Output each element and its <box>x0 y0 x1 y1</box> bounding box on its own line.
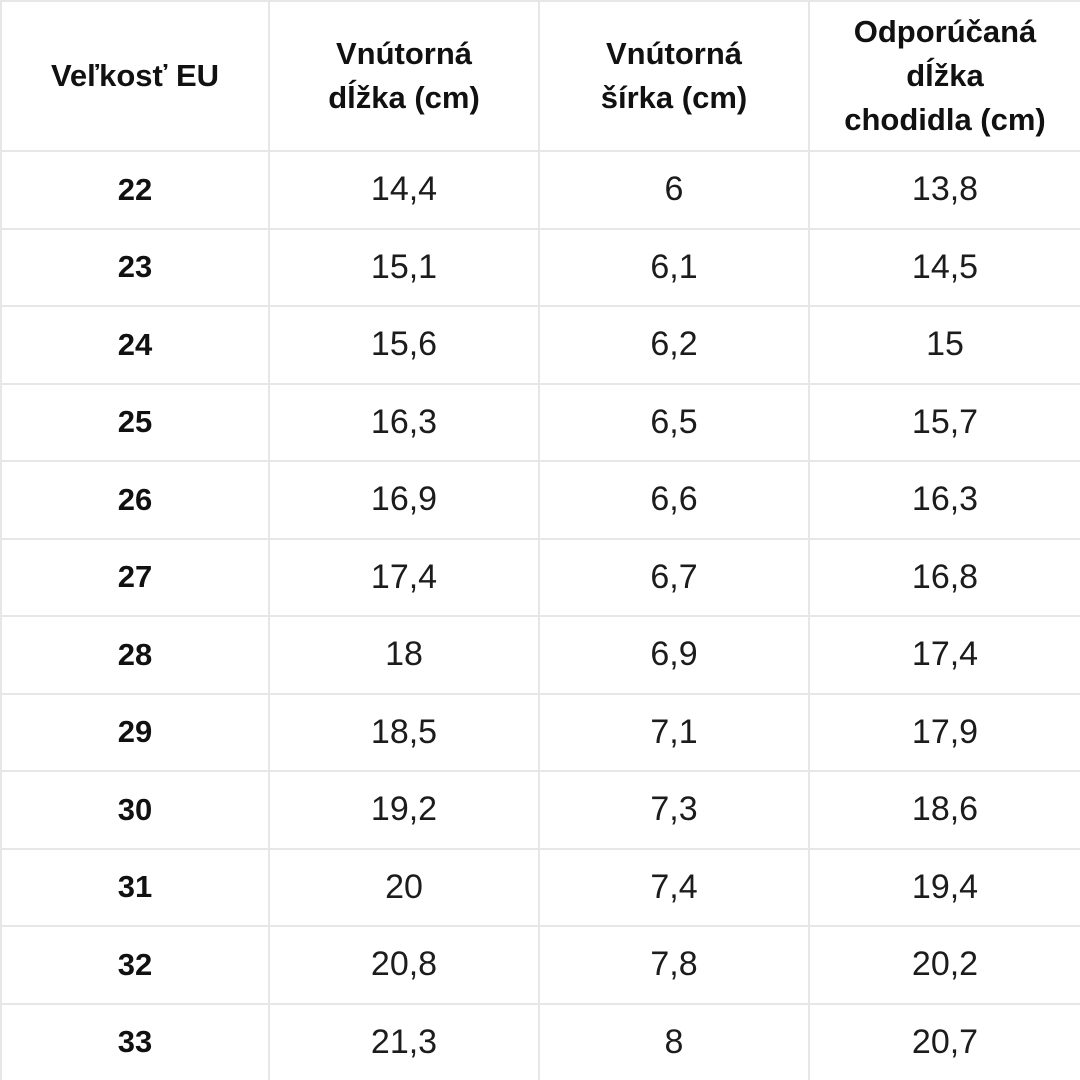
cell-size: 27 <box>0 537 270 617</box>
table-row-size-30: 30 19,2 7,3 18,6 <box>0 770 1080 850</box>
table-row-size-23: 23 15,1 6,1 14,5 <box>0 227 1080 307</box>
cell-inner-width: 8 <box>538 1002 810 1080</box>
cell-size: 30 <box>0 770 270 850</box>
table-row-size-25: 25 16,3 6,5 15,7 <box>0 382 1080 462</box>
cell-inner-width: 7,4 <box>538 847 810 927</box>
cell-inner-length: 15,1 <box>268 227 540 307</box>
cell-inner-length: 17,4 <box>268 537 540 617</box>
cell-foot-length: 15,7 <box>808 382 1080 462</box>
cell-size: 22 <box>0 150 270 230</box>
cell-inner-length: 20,8 <box>268 925 540 1005</box>
cell-inner-length: 18 <box>268 615 540 695</box>
cell-size: 26 <box>0 460 270 540</box>
cell-size: 23 <box>0 227 270 307</box>
table-row-size-33: 33 21,3 8 20,7 <box>0 1002 1080 1080</box>
table-row-size-28: 28 18 6,9 17,4 <box>0 615 1080 695</box>
table-row-size-32: 32 20,8 7,8 20,2 <box>0 925 1080 1005</box>
cell-inner-length: 19,2 <box>268 770 540 850</box>
cell-inner-width: 6,1 <box>538 227 810 307</box>
cell-foot-length: 14,5 <box>808 227 1080 307</box>
cell-size: 32 <box>0 925 270 1005</box>
table-row-size-26: 26 16,9 6,6 16,3 <box>0 460 1080 540</box>
column-header-size-eu: Veľkosť EU <box>0 0 270 152</box>
cell-foot-length: 13,8 <box>808 150 1080 230</box>
cell-inner-width: 6,7 <box>538 537 810 617</box>
column-header-recommended-foot-length: Odporúčaná dĺžka chodidla (cm) <box>808 0 1080 152</box>
cell-inner-length: 20 <box>268 847 540 927</box>
cell-size: 29 <box>0 692 270 772</box>
cell-inner-width: 6,5 <box>538 382 810 462</box>
cell-inner-width: 6,2 <box>538 305 810 385</box>
column-header-inner-width: Vnútorná šírka (cm) <box>538 0 810 152</box>
table-row-size-24: 24 15,6 6,2 15 <box>0 305 1080 385</box>
cell-foot-length: 16,3 <box>808 460 1080 540</box>
cell-inner-length: 15,6 <box>268 305 540 385</box>
cell-foot-length: 17,4 <box>808 615 1080 695</box>
cell-inner-width: 7,3 <box>538 770 810 850</box>
cell-inner-length: 16,9 <box>268 460 540 540</box>
cell-size: 25 <box>0 382 270 462</box>
cell-foot-length: 19,4 <box>808 847 1080 927</box>
cell-inner-width: 6 <box>538 150 810 230</box>
column-header-inner-length: Vnútorná dĺžka (cm) <box>268 0 540 152</box>
cell-foot-length: 20,2 <box>808 925 1080 1005</box>
cell-foot-length: 15 <box>808 305 1080 385</box>
cell-size: 24 <box>0 305 270 385</box>
cell-foot-length: 16,8 <box>808 537 1080 617</box>
cell-inner-width: 7,1 <box>538 692 810 772</box>
cell-inner-width: 7,8 <box>538 925 810 1005</box>
cell-foot-length: 20,7 <box>808 1002 1080 1080</box>
cell-inner-width: 6,9 <box>538 615 810 695</box>
cell-inner-width: 6,6 <box>538 460 810 540</box>
cell-size: 31 <box>0 847 270 927</box>
table-row-size-27: 27 17,4 6,7 16,8 <box>0 537 1080 617</box>
table-row-size-29: 29 18,5 7,1 17,9 <box>0 692 1080 772</box>
cell-inner-length: 21,3 <box>268 1002 540 1080</box>
cell-foot-length: 18,6 <box>808 770 1080 850</box>
cell-inner-length: 18,5 <box>268 692 540 772</box>
cell-foot-length: 17,9 <box>808 692 1080 772</box>
table-row-size-31: 31 20 7,4 19,4 <box>0 847 1080 927</box>
cell-size: 33 <box>0 1002 270 1080</box>
table-row-size-22: 22 14,4 6 13,8 <box>0 150 1080 230</box>
cell-inner-length: 14,4 <box>268 150 540 230</box>
cell-inner-length: 16,3 <box>268 382 540 462</box>
header-row: Veľkosť EU Vnútorná dĺžka (cm) Vnútorná … <box>0 0 1080 152</box>
cell-size: 28 <box>0 615 270 695</box>
